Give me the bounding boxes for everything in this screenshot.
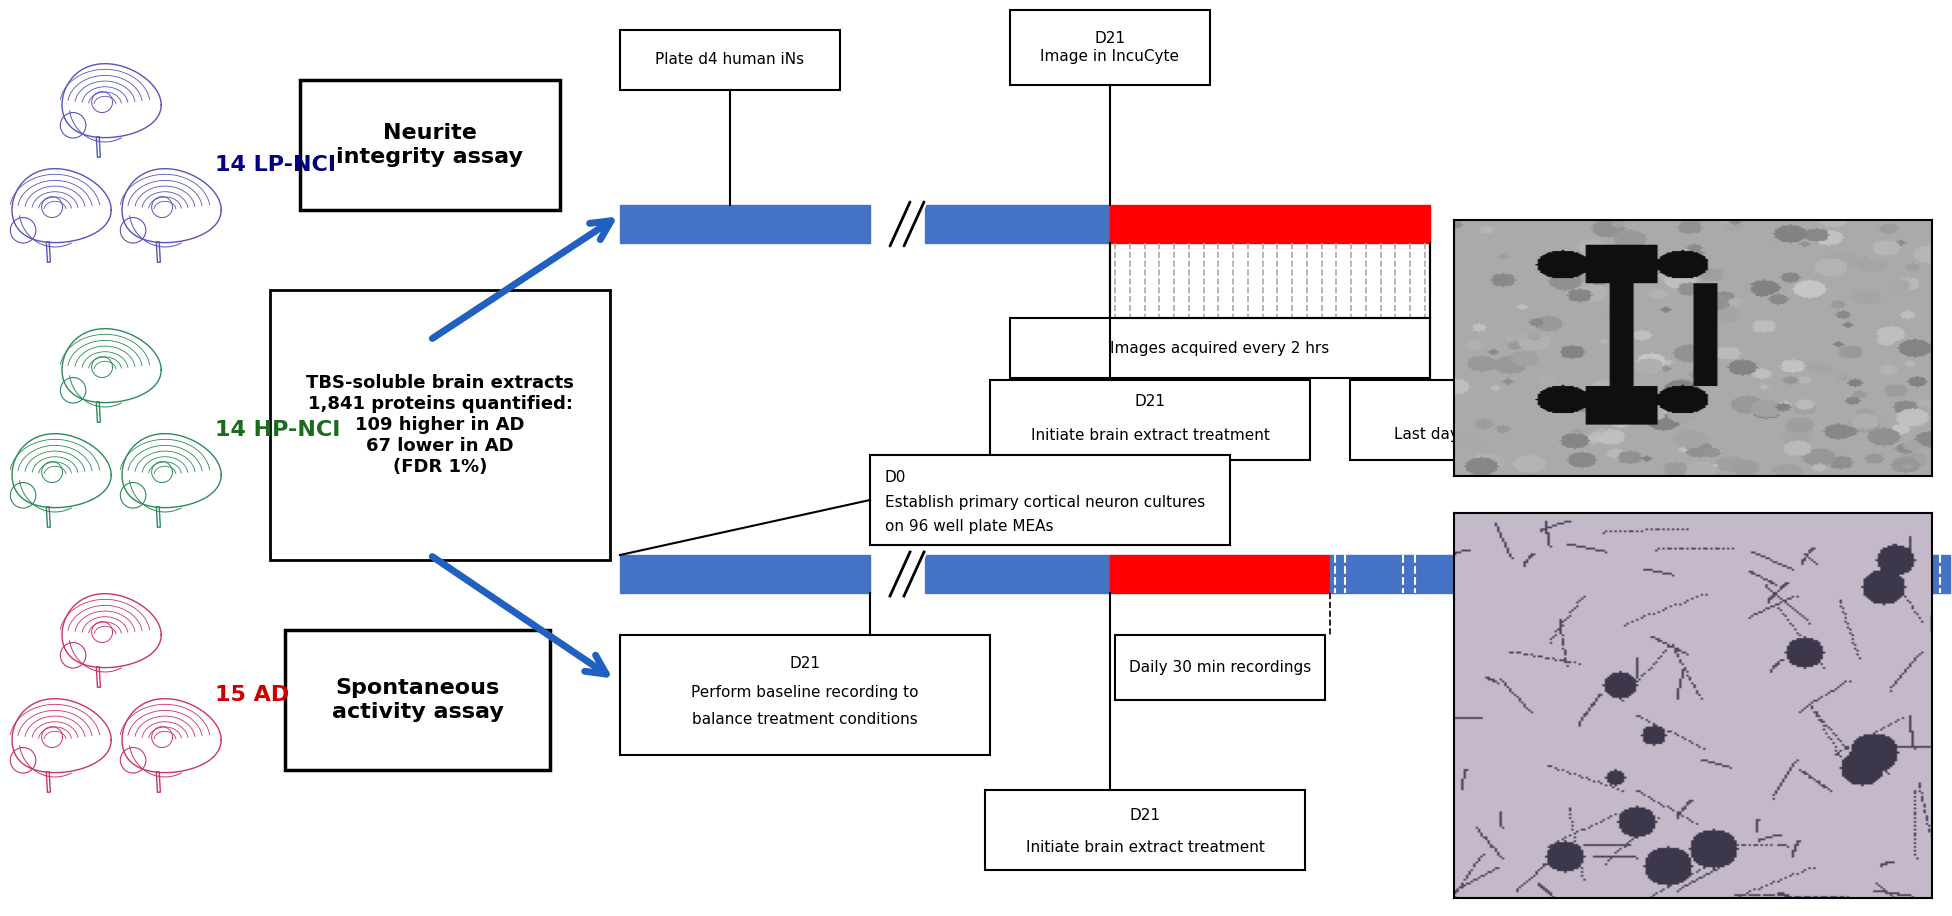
Bar — [1751, 555, 1950, 593]
Bar — [1329, 555, 1530, 593]
Text: Perform baseline recording to: Perform baseline recording to — [691, 685, 919, 701]
Bar — [1530, 555, 1751, 593]
Bar — [1530, 555, 1751, 593]
Text: Spontaneous
activity assay: Spontaneous activity assay — [332, 679, 504, 722]
Text: balance treatment conditions: balance treatment conditions — [693, 713, 917, 727]
Text: Initiate brain extract treatment: Initiate brain extract treatment — [1031, 428, 1269, 442]
Bar — [621, 635, 990, 755]
Bar — [301, 80, 560, 210]
Text: on 96 well plate MEAs: on 96 well plate MEAs — [884, 519, 1054, 535]
Text: D21: D21 — [1130, 808, 1161, 823]
Bar — [1009, 10, 1210, 85]
Text: Daily 30 min recordings: Daily 30 min recordings — [1128, 660, 1312, 675]
Bar — [990, 380, 1310, 460]
Text: D0: D0 — [884, 470, 906, 485]
Text: D21
Image in IncuCyte: D21 Image in IncuCyte — [1040, 31, 1179, 64]
Bar — [285, 630, 550, 770]
Text: 14 LP-NCI: 14 LP-NCI — [215, 155, 336, 175]
Text: D24: D24 — [1454, 395, 1485, 409]
Bar — [1550, 635, 1761, 700]
Bar — [1351, 380, 1591, 460]
Bar — [1530, 790, 1810, 870]
Bar — [1009, 318, 1431, 378]
Text: Daily 30 min recordings: Daily 30 min recordings — [1564, 660, 1747, 675]
Bar — [1115, 635, 1325, 700]
Bar — [871, 455, 1230, 545]
Text: Neurite
integrity assay: Neurite integrity assay — [336, 124, 523, 167]
Text: Establish primary cortical neuron cultures: Establish primary cortical neuron cultur… — [884, 496, 1204, 510]
Text: Initiate brain extract treatment: Initiate brain extract treatment — [1025, 841, 1265, 856]
Text: TBS-soluble brain extracts
1,841 proteins quantified:
109 higher in AD
67 lower : TBS-soluble brain extracts 1,841 protein… — [306, 375, 574, 475]
Text: Plate d4 human iNs: Plate d4 human iNs — [656, 52, 804, 68]
Text: Wash out brain extract: Wash out brain extract — [1583, 841, 1757, 856]
Bar — [986, 790, 1306, 870]
Bar — [1111, 555, 1329, 593]
Text: D25: D25 — [1655, 808, 1685, 823]
Text: Last day of imaging: Last day of imaging — [1394, 428, 1546, 442]
Bar — [621, 555, 871, 593]
Text: D21: D21 — [1134, 395, 1165, 409]
Bar — [925, 205, 1111, 243]
Text: 14 HP-NCI: 14 HP-NCI — [215, 420, 340, 440]
Text: 15 AD: 15 AD — [215, 685, 289, 705]
Bar — [925, 555, 1111, 593]
Text: Images acquired every 2 hrs: Images acquired every 2 hrs — [1111, 341, 1329, 355]
Bar — [269, 290, 609, 560]
Bar — [1111, 205, 1431, 243]
Text: D21: D21 — [789, 656, 820, 671]
Bar — [621, 30, 839, 90]
Bar — [621, 205, 871, 243]
